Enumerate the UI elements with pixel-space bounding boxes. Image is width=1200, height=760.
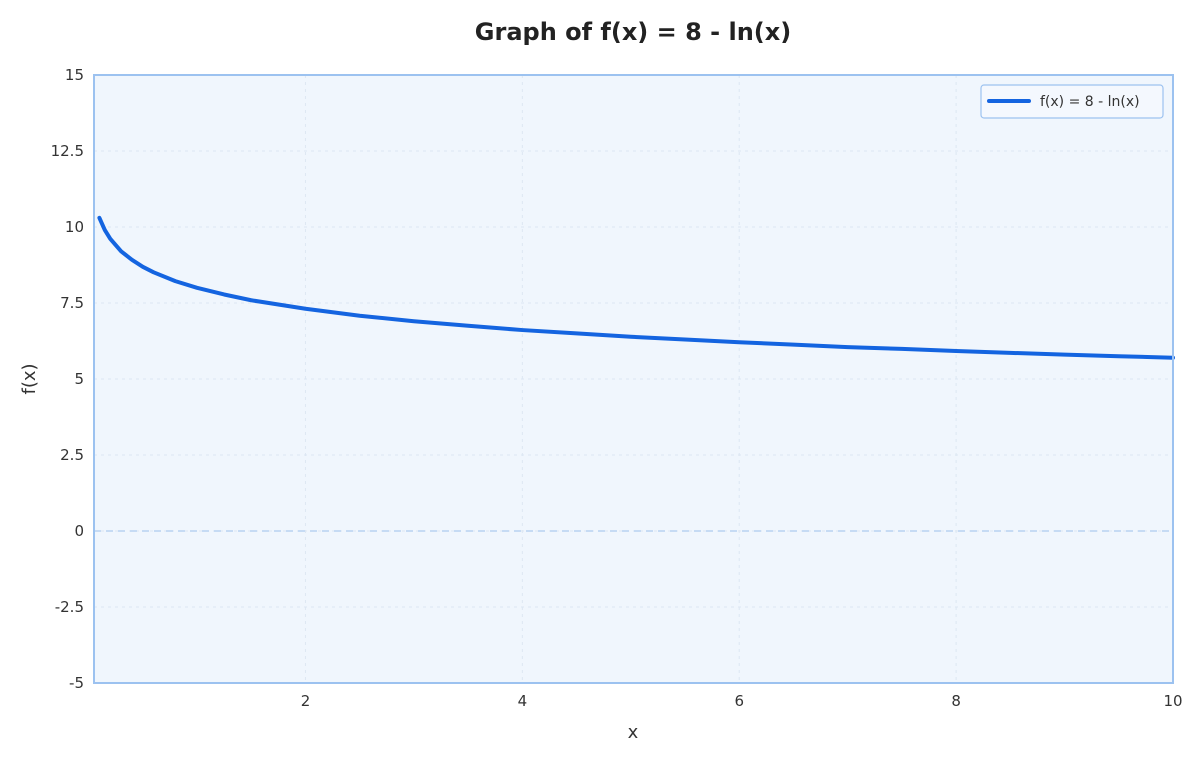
x-tick-label: 4 (518, 692, 528, 710)
y-tick-label: 12.5 (51, 142, 84, 160)
y-tick-label: 7.5 (60, 294, 84, 312)
y-tick-label: 10 (65, 218, 84, 236)
x-axis-ticks: 2 4 6 8 10 (301, 692, 1183, 710)
x-tick-label: 10 (1163, 692, 1182, 710)
legend-label: f(x) = 8 - ln(x) (1040, 94, 1140, 110)
y-tick-label: -2.5 (55, 598, 84, 616)
series-layer (97, 215, 1175, 360)
y-tick-label: 2.5 (60, 446, 84, 464)
y-tick-label: 15 (65, 66, 84, 84)
legend: f(x) = 8 - ln(x) (980, 84, 1164, 119)
y-axis-ticks: -5 -2.5 0 2.5 5 7.5 10 12.5 15 (51, 66, 84, 692)
plot-border (93, 74, 1174, 684)
y-tick-label: 5 (74, 370, 84, 388)
chart-title: Graph of f(x) = 8 - ln(x) (475, 18, 791, 46)
y-axis-label: f(x) (19, 363, 40, 394)
series-line (97, 215, 1175, 360)
x-tick-label: 2 (301, 692, 311, 710)
y-tick-label: -5 (69, 674, 84, 692)
legend-box (980, 84, 1164, 119)
x-tick-label: 6 (734, 692, 744, 710)
x-axis-label: x (628, 722, 639, 743)
y-tick-label: 0 (74, 522, 84, 540)
x-tick-label: 8 (951, 692, 961, 710)
